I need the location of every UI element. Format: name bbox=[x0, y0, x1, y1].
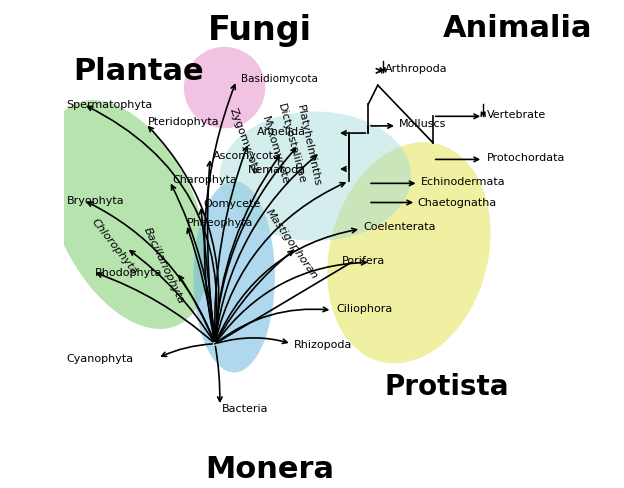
Ellipse shape bbox=[220, 112, 411, 241]
Text: Platyhelminths: Platyhelminths bbox=[295, 104, 322, 187]
Text: Fungi: Fungi bbox=[208, 14, 312, 47]
Text: Mastigophoran: Mastigophoran bbox=[264, 207, 319, 281]
Text: Chaetognatha: Chaetognatha bbox=[417, 197, 497, 207]
Text: Protochordata: Protochordata bbox=[487, 153, 565, 163]
Text: Arthropoda: Arthropoda bbox=[385, 64, 447, 74]
Text: Myxomycete: Myxomycete bbox=[260, 115, 290, 186]
Ellipse shape bbox=[193, 182, 275, 373]
Text: Plantae: Plantae bbox=[74, 58, 204, 86]
Ellipse shape bbox=[45, 101, 208, 329]
Text: Basidiomycota: Basidiomycota bbox=[241, 74, 318, 84]
Text: Annelida: Annelida bbox=[257, 126, 306, 137]
Ellipse shape bbox=[327, 143, 490, 364]
Text: Porifera: Porifera bbox=[342, 255, 385, 265]
Text: Ascomycota: Ascomycota bbox=[213, 150, 280, 160]
Text: Pteridophyta: Pteridophyta bbox=[148, 117, 220, 127]
Text: Bacillariophyta: Bacillariophyta bbox=[142, 225, 186, 305]
Text: Spermatophyta: Spermatophyta bbox=[67, 100, 153, 110]
Text: Protista: Protista bbox=[385, 373, 509, 401]
Text: Phaeophyta: Phaeophyta bbox=[187, 217, 253, 227]
Text: Bryophyta: Bryophyta bbox=[67, 196, 124, 205]
Text: Dictyosteliidae: Dictyosteliidae bbox=[276, 102, 306, 184]
Text: Chlorophyta: Chlorophyta bbox=[90, 216, 139, 276]
Text: Monera: Monera bbox=[205, 454, 334, 483]
Text: Molluscs: Molluscs bbox=[399, 119, 447, 129]
Text: Bacteria: Bacteria bbox=[222, 404, 269, 413]
Text: Charophyta: Charophyta bbox=[172, 174, 236, 184]
Text: Zygomycota: Zygomycota bbox=[227, 106, 260, 175]
Text: Echinodermata: Echinodermata bbox=[421, 177, 505, 186]
Text: Animalia: Animalia bbox=[442, 14, 592, 43]
Text: Rhodophyta: Rhodophyta bbox=[95, 267, 163, 277]
Text: Nematoda: Nematoda bbox=[248, 164, 306, 175]
Text: Vertebrate: Vertebrate bbox=[487, 110, 546, 120]
Text: Oomycete: Oomycete bbox=[203, 198, 260, 208]
Text: Ciliophora: Ciliophora bbox=[336, 303, 392, 313]
Ellipse shape bbox=[184, 48, 265, 129]
Text: Rhizopoda: Rhizopoda bbox=[294, 339, 353, 349]
Text: Coelenterata: Coelenterata bbox=[363, 222, 436, 232]
Text: Cyanophyta: Cyanophyta bbox=[67, 353, 134, 364]
